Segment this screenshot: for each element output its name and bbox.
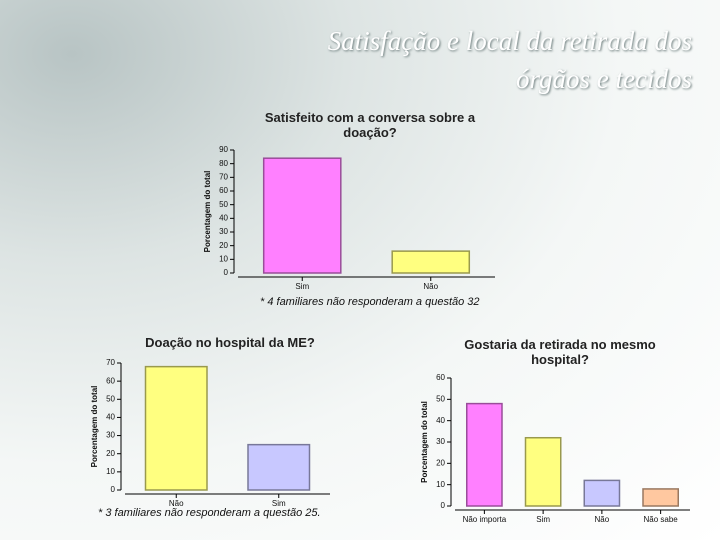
- y-tick-label: 60: [106, 376, 115, 385]
- bar: [524, 436, 562, 507]
- y-axis-label: Porcentagem do total: [203, 171, 212, 253]
- y-tick-label: 20: [436, 458, 445, 467]
- y-tick-label: 10: [106, 467, 115, 476]
- y-tick-label: 20: [106, 449, 115, 458]
- bar: [583, 479, 621, 507]
- y-tick-label: 20: [219, 241, 228, 250]
- y-tick-label: 0: [441, 501, 446, 510]
- y-axis-label: Porcentagem do total: [90, 386, 99, 468]
- chart-title: Doação no hospital da ME?: [145, 335, 315, 350]
- y-tick-label: 70: [106, 358, 115, 367]
- y-tick-label: 90: [219, 145, 228, 154]
- y-tick-label: 0: [224, 268, 229, 277]
- chart-title: Satisfeito com a conversa sobre a doação…: [264, 110, 476, 140]
- x-tick-label: Não: [169, 499, 184, 508]
- y-axis-label: Porcentagem do total: [420, 401, 429, 483]
- y-tick-label: 50: [106, 394, 115, 403]
- y-tick-label: 30: [436, 437, 445, 446]
- x-tick-label: Sim: [536, 515, 550, 524]
- bar: [642, 488, 679, 507]
- bar: [262, 157, 342, 274]
- y-tick-label: 30: [106, 431, 115, 440]
- y-tick-label: 30: [219, 227, 228, 236]
- chart-title: Gostaria da retirada no mesmo hospital?: [464, 337, 656, 367]
- x-tick-label: Sim: [272, 499, 286, 508]
- x-tick-label: Não sabe: [644, 515, 679, 524]
- y-tick-label: 10: [219, 254, 228, 263]
- chart-note: * 4 familiares não responderam a questão…: [260, 296, 480, 308]
- x-tick-label: Não: [595, 515, 610, 524]
- x-tick-label: Não: [423, 282, 438, 291]
- y-tick-label: 10: [436, 480, 445, 489]
- y-tick-label: 50: [219, 200, 228, 209]
- y-tick-label: 40: [219, 213, 228, 222]
- bar: [144, 365, 208, 491]
- bar: [247, 443, 311, 491]
- chart-note: * 3 familiares não responderam a questão…: [98, 507, 321, 519]
- y-tick-label: 60: [436, 373, 445, 382]
- bar: [391, 250, 471, 274]
- y-tick-label: 50: [436, 394, 445, 403]
- y-tick-label: 40: [436, 416, 445, 425]
- y-tick-label: 70: [219, 172, 228, 181]
- y-tick-label: 60: [219, 186, 228, 195]
- y-tick-label: 0: [111, 485, 116, 494]
- y-tick-label: 80: [219, 159, 228, 168]
- y-tick-label: 40: [106, 413, 115, 422]
- x-tick-label: Não importa: [463, 515, 507, 524]
- x-tick-label: Sim: [295, 282, 309, 291]
- bar: [466, 402, 503, 507]
- slide-title: Satisfação e local da retirada dos órgão…: [327, 26, 692, 94]
